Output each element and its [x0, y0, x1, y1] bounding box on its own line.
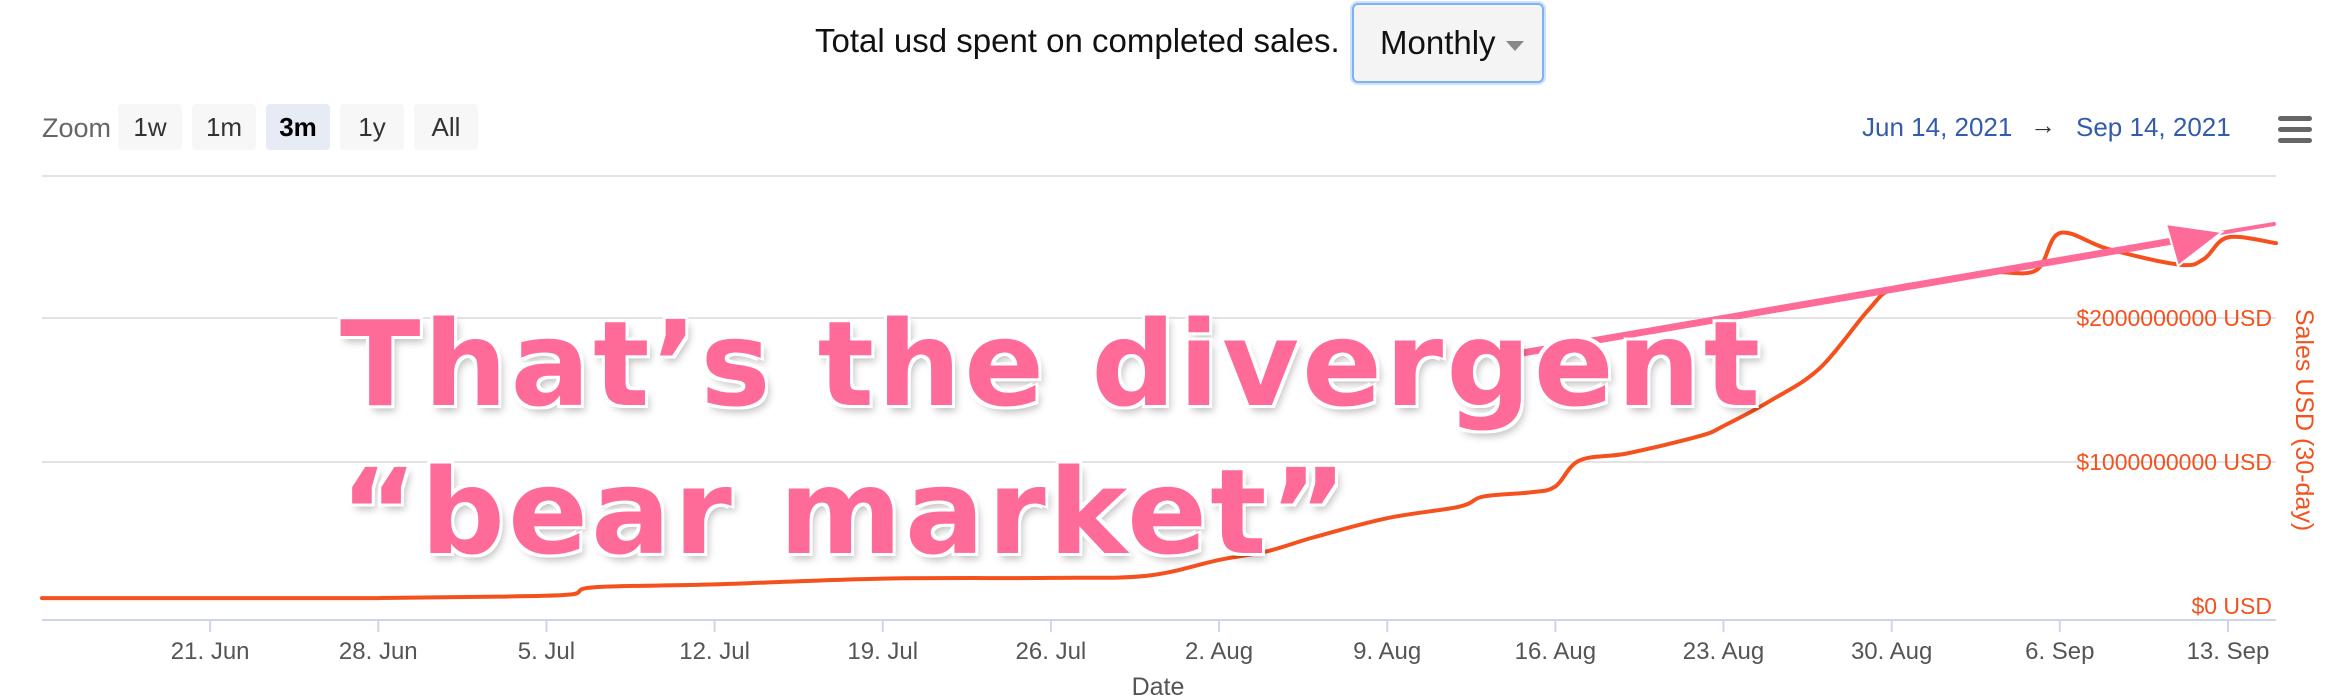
x-tick-label: 2. Aug	[1185, 638, 1253, 665]
hamburger-menu-icon[interactable]	[2278, 116, 2312, 144]
x-tick-label: 21. Jun	[171, 638, 250, 665]
x-tick-label: 12. Jul	[679, 638, 750, 665]
zoom-label: Zoom	[42, 113, 112, 143]
x-tick-label: 19. Jul	[847, 638, 918, 665]
y-axis-title: Sales USD (30-day)	[2290, 309, 2318, 531]
period-dropdown-value: Monthly	[1380, 24, 1496, 61]
chart-title: Total usd spent on completed sales.	[815, 22, 1340, 59]
x-tick-label: 28. Jun	[339, 638, 418, 665]
x-tick-label: 5. Jul	[518, 638, 575, 665]
x-tick-label: 13. Sep	[2187, 638, 2270, 665]
annotation-line-1: That’s the divergent	[340, 295, 1764, 433]
period-dropdown[interactable]: Monthly	[1352, 3, 1544, 83]
range-arrow: →	[2030, 110, 2056, 140]
x-tick-label: 16. Aug	[1515, 638, 1596, 665]
zoom-all-button[interactable]: All	[414, 104, 478, 150]
zoom-3m-button[interactable]: 3m	[266, 104, 330, 150]
zoom-1w-button[interactable]: 1w	[118, 104, 182, 150]
y-tick-label: $2000000000 USD	[2076, 305, 2272, 331]
x-tick-label: 30. Aug	[1851, 638, 1932, 665]
range-from-input[interactable]: Jun 14, 2021	[1862, 112, 2013, 142]
x-tick-label: 9. Aug	[1353, 638, 1421, 665]
x-tick-label: 26. Jul	[1016, 638, 1087, 665]
annotation-arrow	[1518, 222, 2276, 357]
annotation-text: That’s the divergent “bear market”	[340, 290, 1763, 586]
sales-series-line	[40, 230, 2278, 601]
annotation-line-2: “bear market”	[340, 443, 1351, 581]
x-axis-title: Date	[1132, 673, 1185, 696]
range-to-input[interactable]: Sep 14, 2021	[2076, 112, 2231, 142]
x-tick-label: 6. Sep	[2025, 638, 2094, 665]
y-tick-label: $1000000000 USD	[2076, 449, 2272, 475]
zoom-1y-button[interactable]: 1y	[340, 104, 404, 150]
chevron-down-icon	[1506, 41, 1524, 51]
y-tick-label: $0 USD	[2191, 593, 2272, 619]
zoom-1m-button[interactable]: 1m	[192, 104, 256, 150]
x-tick-label: 23. Aug	[1683, 638, 1764, 665]
